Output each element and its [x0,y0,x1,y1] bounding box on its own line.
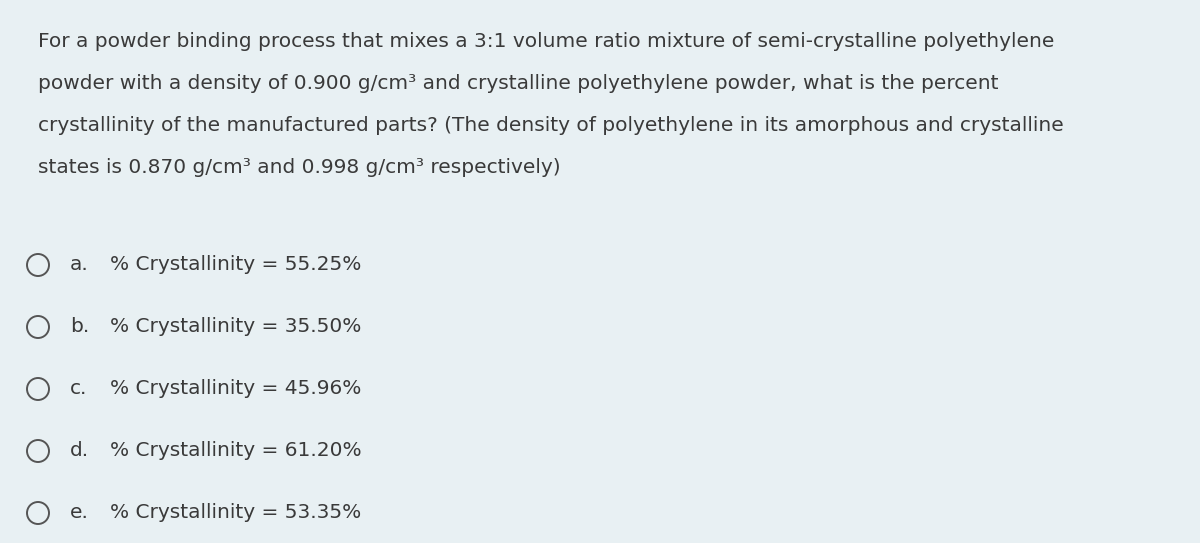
Text: b.: b. [70,318,89,337]
Text: powder with a density of 0.900 g/cm³ and crystalline polyethylene powder, what i: powder with a density of 0.900 g/cm³ and… [38,74,998,93]
Text: For a powder binding process that mixes a 3:1 volume ratio mixture of semi-cryst: For a powder binding process that mixes … [38,32,1055,51]
Text: % Crystallinity = 45.96%: % Crystallinity = 45.96% [110,380,361,399]
Text: % Crystallinity = 55.25%: % Crystallinity = 55.25% [110,256,361,275]
Text: c.: c. [70,380,88,399]
Text: states is 0.870 g/cm³ and 0.998 g/cm³ respectively): states is 0.870 g/cm³ and 0.998 g/cm³ re… [38,158,560,177]
Text: % Crystallinity = 61.20%: % Crystallinity = 61.20% [110,441,361,460]
Text: a.: a. [70,256,89,275]
Text: d.: d. [70,441,89,460]
Text: % Crystallinity = 35.50%: % Crystallinity = 35.50% [110,318,361,337]
Text: crystallinity of the manufactured parts? (The density of polyethylene in its amo: crystallinity of the manufactured parts?… [38,116,1063,135]
Text: e.: e. [70,503,89,522]
Text: % Crystallinity = 53.35%: % Crystallinity = 53.35% [110,503,361,522]
